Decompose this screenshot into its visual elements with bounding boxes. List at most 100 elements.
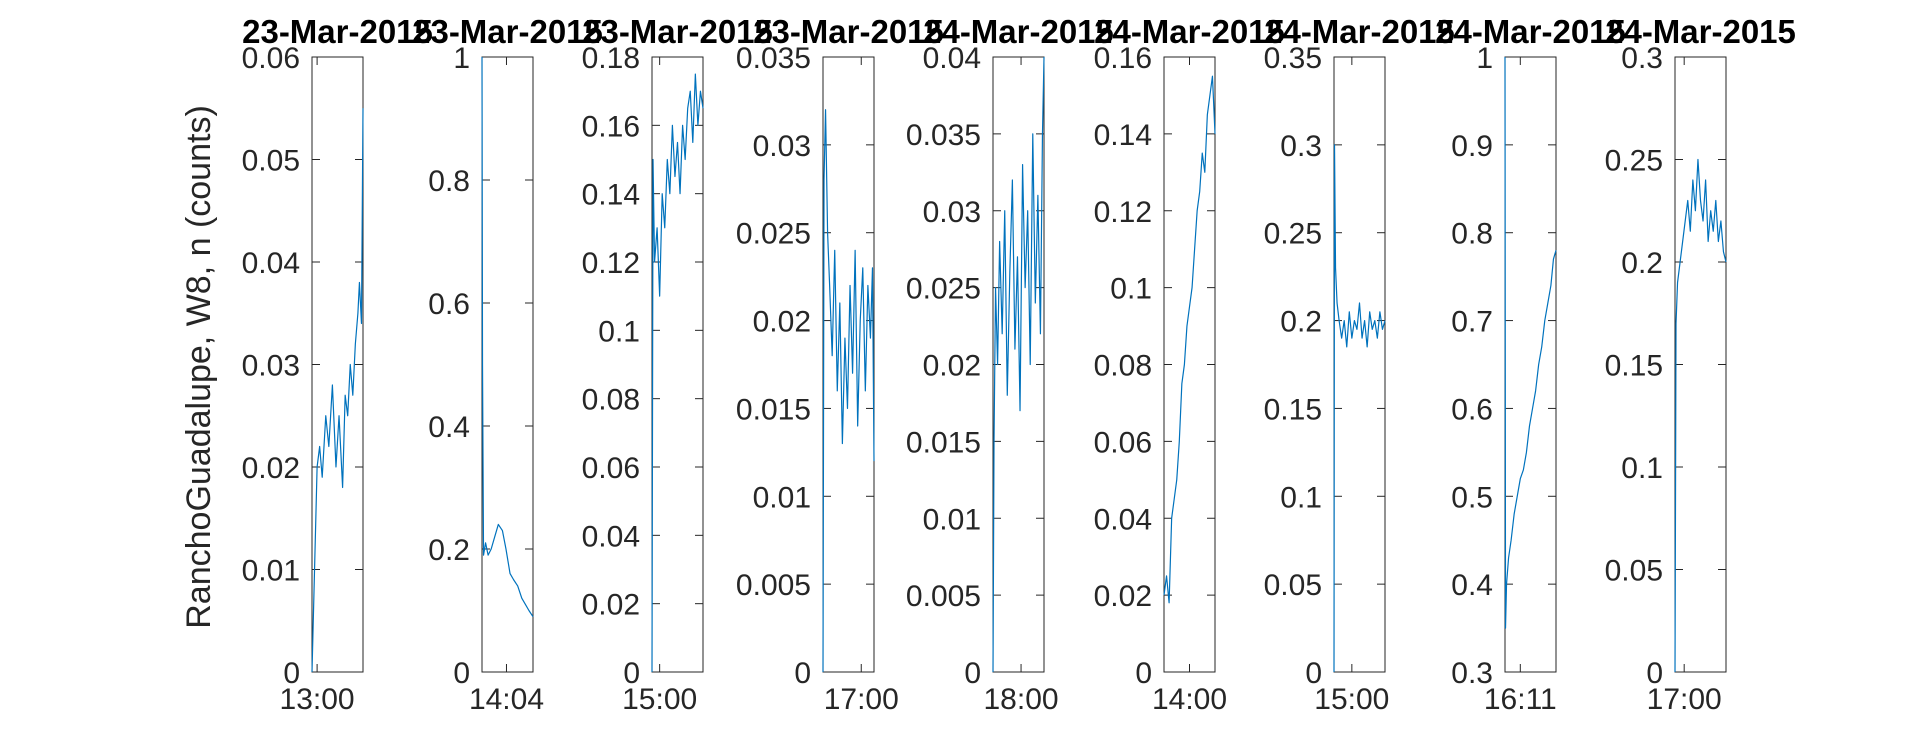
- subplot-3: 0 0.02 0.04 0.06 0.08 0.1 0.12 0.14 0.16 0.18 15:0…: [582, 13, 773, 716]
- x-tick-label: 13:00: [280, 683, 355, 716]
- y-tick-label: 0.03: [753, 130, 811, 163]
- y-tick-label: 0.2: [428, 534, 470, 567]
- axes-box: [481, 56, 534, 673]
- subplot-title: 24-Mar-2015: [1094, 13, 1285, 50]
- subplot-6: 0 0.02 0.04 0.06 0.08 0.1 0.12 0.14 0.16 14:00 24-…: [1094, 13, 1285, 716]
- y-tick-label: 0.16: [582, 110, 640, 143]
- subplot-title: 24-Mar-2015: [923, 13, 1114, 50]
- y-tick-label: 0.005: [906, 580, 981, 613]
- subplot-9: 0 0.05 0.1 0.15 0.2 0.25 0.3 17:00 24-Mar-2015: [1605, 13, 1796, 716]
- subplot-2: 0 0.2 0.4 0.6 0.8 1 14:04 23-Mar-2015: [412, 13, 603, 716]
- y-tick-label: 0.025: [906, 273, 981, 306]
- y-tick-label: 0.03: [242, 350, 300, 383]
- y-tick-label: 0.7: [1451, 306, 1493, 339]
- x-tick-label: 14:04: [469, 683, 544, 716]
- y-tick-label: 0.8: [428, 165, 470, 198]
- axes-box: [1504, 56, 1557, 673]
- y-tick-label: 0.05: [1264, 569, 1322, 602]
- subplot-7: 0 0.05 0.1 0.15 0.2 0.25 0.3 0.35 15:00 24-Mar-20…: [1264, 13, 1455, 716]
- y-tick-label: 0.02: [923, 350, 981, 383]
- y-tick-label: 0.25: [1605, 145, 1663, 178]
- y-tick-label: 0: [964, 657, 981, 690]
- y-tick-label: 0.035: [736, 42, 811, 75]
- axes-box: [651, 56, 704, 673]
- y-tick-label: 0.04: [1094, 503, 1152, 536]
- series-line: [1504, 56, 1557, 629]
- subplot-title: 24-Mar-2015: [1435, 13, 1626, 50]
- subplot-title: 24-Mar-2015: [1605, 13, 1796, 50]
- y-tick-label: 0.015: [906, 426, 981, 459]
- y-tick-label: 0.3: [1280, 130, 1322, 163]
- y-tick-label: 0.01: [753, 481, 811, 514]
- y-tick-label: 0.8: [1451, 218, 1493, 251]
- y-tick-label: 0.05: [242, 145, 300, 178]
- subplot-8: 0.3 0.4 0.5 0.6 0.7 0.8 0.9 1 16:11 24-Mar-2015: [1435, 13, 1626, 716]
- y-tick-label: 0: [794, 657, 811, 690]
- y-tick-label: 0: [453, 657, 470, 690]
- y-tick-label: 0.12: [1094, 196, 1152, 229]
- y-tick-label: 0.2: [1621, 247, 1663, 280]
- y-tick-label: 0: [283, 657, 300, 690]
- subplot-title: 23-Mar-2015: [242, 13, 433, 50]
- x-tick-label: 15:00: [1314, 683, 1389, 716]
- subplot-title: 24-Mar-2015: [1264, 13, 1455, 50]
- y-tick-label: 0.6: [428, 288, 470, 321]
- y-tick-label: 1: [453, 42, 470, 75]
- y-tick-label: 0: [1305, 657, 1322, 690]
- subplot-5: 0 0.005 0.01 0.015 0.02 0.025 0.03 0.035 0.04 18:…: [906, 13, 1114, 716]
- y-tick-label: 0.02: [582, 589, 640, 622]
- subplot-1: 0 0.01 0.02 0.03 0.04 0.05 0.06 13:00 23-Mar-201…: [242, 13, 433, 716]
- subplot-4: 0 0.005 0.01 0.015 0.02 0.025 0.03 0.035 17:00 23…: [736, 13, 944, 716]
- y-tick-label: 0.25: [1264, 218, 1322, 251]
- y-tick-label: 0.02: [242, 452, 300, 485]
- y-tick-label: 0.1: [1621, 452, 1663, 485]
- axes-box: [822, 56, 875, 673]
- y-tick-label: 0.3: [1451, 657, 1493, 690]
- series-line: [822, 109, 875, 673]
- x-tick-label: 18:00: [984, 683, 1059, 716]
- series-line: [992, 56, 1045, 673]
- y-tick-label: 0.04: [242, 247, 300, 280]
- y-axis-label: RanchoGuadalupe, W8, n (counts): [180, 105, 218, 629]
- series-line: [651, 73, 704, 673]
- x-tick-label: 14:00: [1152, 683, 1227, 716]
- y-tick-label: 0.025: [736, 218, 811, 251]
- y-tick-label: 0: [623, 657, 640, 690]
- y-tick-label: 0.005: [736, 569, 811, 602]
- y-tick-label: 0.08: [1094, 350, 1152, 383]
- y-tick-label: 0.03: [923, 196, 981, 229]
- y-tick-label: 0: [1135, 657, 1152, 690]
- y-tick-label: 0.06: [1094, 426, 1152, 459]
- y-tick-label: 0.2: [1280, 306, 1322, 339]
- subplot-title: 23-Mar-2015: [412, 13, 603, 50]
- x-tick-label: 17:00: [1647, 683, 1722, 716]
- y-tick-label: 0.01: [923, 503, 981, 536]
- axes-box: [1333, 56, 1386, 673]
- x-tick-label: 16:11: [1484, 683, 1557, 716]
- y-tick-label: 0.04: [582, 520, 640, 553]
- y-tick-label: 0.3: [1621, 42, 1663, 75]
- y-tick-label: 0.12: [582, 247, 640, 280]
- y-tick-label: 0.02: [753, 306, 811, 339]
- series-line: [1163, 75, 1216, 604]
- y-tick-label: 0.14: [582, 179, 640, 212]
- y-tick-label: 0.4: [1451, 569, 1493, 602]
- series-line: [311, 108, 364, 673]
- y-tick-label: 1: [1476, 42, 1493, 75]
- y-tick-label: 0: [1646, 657, 1663, 690]
- subplot-title: 23-Mar-2015: [753, 13, 944, 50]
- y-tick-label: 0.1: [598, 315, 640, 348]
- x-tick-label: 17:00: [824, 683, 899, 716]
- y-tick-label: 0.9: [1451, 130, 1493, 163]
- y-tick-label: 0.4: [428, 411, 470, 444]
- y-tick-label: 0.01: [242, 555, 300, 588]
- y-tick-label: 0.18: [582, 42, 640, 75]
- series-line: [1674, 158, 1727, 673]
- y-tick-label: 0.1: [1280, 481, 1322, 514]
- y-tick-label: 0.14: [1094, 119, 1152, 152]
- series-line: [1333, 144, 1386, 673]
- y-tick-label: 0.08: [582, 384, 640, 417]
- y-tick-label: 0.06: [242, 42, 300, 75]
- subplot-grid: 0 0.01 0.02 0.03 0.04 0.05 0.06 13:00 23-Mar-201…: [242, 13, 1796, 716]
